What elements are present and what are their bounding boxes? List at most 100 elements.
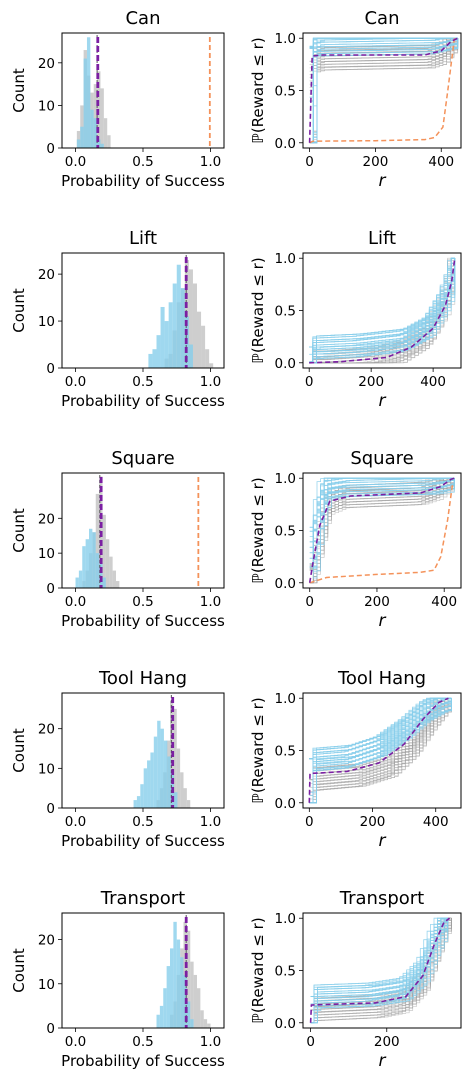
blue-bar-0-2 — [83, 58, 87, 148]
orange-cdf-1 — [309, 38, 456, 144]
gray-cdf-7-12 — [309, 698, 452, 804]
blue-cdf-3-21 — [309, 258, 456, 364]
blue-cdf-7-14 — [309, 698, 452, 804]
y-axis-label-1: ℙ(Reward ≤ r) — [249, 37, 267, 143]
blue-bar-2-2 — [156, 335, 161, 368]
blue-bar-6-5 — [150, 752, 154, 808]
x-tick-label-4-0: 0.0 — [65, 594, 86, 610]
blue-bar-4-7 — [99, 563, 103, 588]
gray-bar-0-7 — [100, 88, 104, 148]
blue-bar-4-1 — [78, 570, 83, 588]
cdf-panel-4: Transport 0 200 0.0 0.5 1.0 r ℙ(Reward ≤ r) — [249, 888, 462, 1071]
blue-bar-2-1 — [152, 349, 157, 368]
blue-bar-4-3 — [85, 539, 89, 588]
y-tick-label-7-0: 0.0 — [275, 796, 296, 812]
y-tick-label-0-2: 20 — [38, 56, 55, 72]
gray-bar-2-6 — [188, 269, 193, 368]
purple-cdf-7 — [308, 697, 449, 803]
gray-cdf-5-26 — [309, 478, 455, 571]
x-tick-label-5-2: 400 — [431, 594, 457, 610]
x-tick-label-3-0: 0 — [305, 374, 314, 390]
blue-cdf-7-24 — [309, 698, 452, 772]
blue-cdf-1-19 — [309, 38, 459, 144]
blue-bar-6-10 — [167, 756, 171, 808]
y-tick-label-7-2: 1.0 — [275, 691, 296, 707]
axes-frame-8 — [61, 912, 225, 1029]
x-tick-label-2-1: 0.5 — [132, 374, 153, 390]
plot-area-4 — [75, 475, 200, 588]
y-tick-label-9-2: 1.0 — [275, 911, 296, 927]
gray-bar-6-6 — [176, 748, 181, 808]
blue-cdf-3-22 — [309, 258, 456, 364]
plot-area-2 — [148, 255, 214, 368]
blue-cdf-3-26 — [309, 258, 456, 348]
gray-bar-2-9 — [201, 325, 206, 368]
y-tick-label-9-1: 0.5 — [275, 964, 296, 980]
blue-cdf-9-27 — [310, 917, 448, 997]
gray-bar-4-8 — [109, 556, 113, 588]
x-axis-label-8: Probability of Success — [61, 1052, 225, 1070]
y-tick-label-2-0: 0 — [46, 361, 55, 377]
x-tick-label-7-2: 400 — [423, 814, 449, 830]
chart-title-3: Lift — [368, 228, 396, 249]
blue-bar-8-6 — [176, 939, 181, 1028]
x-tick-label-0-1: 0.5 — [132, 154, 153, 170]
y-tick-label-3-0: 0.0 — [275, 356, 296, 372]
x-tick-label-4-2: 1.0 — [200, 594, 221, 610]
blue-cdf-1-28 — [309, 37, 458, 144]
y-tick-label-8-0: 0 — [46, 1021, 55, 1037]
cdf-panel-1: Lift 0 200 400 0.0 0.5 1.0 r ℙ(Reward ≤ r) — [249, 228, 462, 411]
blue-bar-6-3 — [143, 768, 148, 808]
blue-cdf-7-28 — [309, 698, 452, 804]
x-tick-label-5-0: 0 — [305, 594, 314, 610]
blue-bar-8-5 — [173, 921, 177, 1028]
blue-bar-0-7 — [100, 143, 104, 148]
gray-cdf-5-17 — [309, 478, 455, 584]
x-tick-label-1-0: 0 — [305, 154, 314, 170]
x-tick-label-4-1: 0.5 — [132, 594, 153, 610]
plot-area-1 — [308, 37, 459, 144]
y-tick-label-2-1: 10 — [38, 314, 55, 330]
chart-title-0: Can — [125, 8, 160, 29]
histogram-panel-2: Square 0.0 0.5 1.0 0 10 20 Probability of Succe… — [10, 448, 225, 630]
gray-cdf-7-24 — [309, 698, 452, 804]
histogram-panel-3: Tool Hang 0.0 0.5 1.0 0 10 20 Probability of Su… — [10, 668, 225, 850]
x-tick-label-2-0: 0.0 — [65, 374, 86, 390]
plot-area-5 — [308, 477, 455, 584]
blue-bar-2-5 — [168, 302, 173, 368]
x-tick-label-7-1: 200 — [360, 814, 386, 830]
gray-cdf-9-18 — [310, 918, 452, 1024]
blue-bar-2-3 — [160, 306, 165, 368]
gray-bar-0-9 — [107, 135, 111, 148]
histogram-panel-1: Lift 0.0 0.5 1.0 0 10 20 Probability of Success… — [10, 228, 225, 410]
y-axis-label-3: ℙ(Reward ≤ r) — [249, 257, 267, 363]
gray-bar-4-6 — [102, 514, 106, 588]
blue-bar-6-7 — [157, 720, 161, 808]
gray-cdf-9-21 — [310, 918, 452, 1021]
gray-cdf-1-22 — [309, 38, 459, 144]
blue-cdf-3-24 — [309, 258, 456, 364]
blue-bar-6-2 — [140, 784, 144, 808]
blue-bar-8-3 — [166, 966, 170, 1028]
x-tick-label-1-1: 200 — [363, 154, 389, 170]
x-tick-label-8-1: 0.5 — [132, 1034, 153, 1050]
blue-cdf-1-22 — [309, 38, 459, 144]
gray-cdf-9-26 — [310, 918, 452, 1024]
blue-cdf-3-27 — [309, 258, 456, 364]
blue-bar-6-8 — [160, 728, 164, 808]
y-tick-label-9-0: 0.0 — [275, 1016, 296, 1032]
x-tick-label-3-1: 200 — [358, 374, 384, 390]
gray-bar-8-6 — [190, 961, 194, 1028]
plot-area-9 — [309, 917, 452, 1024]
y-tick-label-6-2: 20 — [38, 722, 55, 738]
blue-bar-4-4 — [89, 528, 93, 588]
y-tick-label-4-0: 0 — [46, 581, 55, 597]
blue-bar-2-0 — [148, 353, 153, 368]
y-axis-label-8: Count — [10, 948, 28, 993]
y-tick-label-1-1: 0.5 — [275, 84, 296, 100]
chart-title-6: Tool Hang — [98, 668, 187, 689]
blue-bar-2-8 — [180, 288, 185, 368]
blue-bar-8-2 — [163, 988, 167, 1028]
blue-bar-2-10 — [188, 344, 193, 368]
x-tick-label-1-2: 400 — [428, 154, 454, 170]
